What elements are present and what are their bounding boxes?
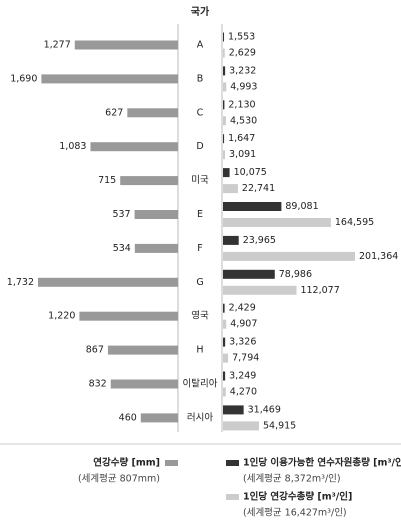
value-label: 3,091 bbox=[229, 149, 256, 160]
bar bbox=[41, 74, 178, 84]
value-label: 2,429 bbox=[229, 303, 256, 314]
bar bbox=[107, 345, 178, 355]
value-label: 1,690 bbox=[10, 73, 37, 84]
bar bbox=[223, 421, 259, 431]
category-label: G bbox=[196, 277, 203, 288]
legend-label: 1인당 연강수총량 [m³/인] bbox=[243, 491, 352, 503]
value-label: 3,326 bbox=[229, 337, 256, 348]
value-label: 537 bbox=[112, 209, 130, 220]
legend-swatch bbox=[226, 460, 239, 466]
bar bbox=[223, 48, 225, 58]
value-label: 89,081 bbox=[285, 201, 318, 212]
bar bbox=[223, 405, 244, 415]
bar bbox=[90, 142, 178, 152]
value-label: 112,077 bbox=[300, 285, 339, 296]
header: 국가 bbox=[191, 5, 210, 18]
bar bbox=[223, 285, 297, 295]
bar bbox=[223, 32, 225, 42]
bar bbox=[223, 269, 275, 279]
value-label: 2,629 bbox=[229, 48, 256, 59]
legend-note: (세계평균 16,427m³/인) bbox=[243, 507, 347, 519]
value-label: 23,965 bbox=[243, 235, 276, 246]
value-label: 2,130 bbox=[228, 99, 255, 110]
value-label: 10,075 bbox=[234, 167, 267, 178]
bar bbox=[223, 371, 226, 381]
value-label: 4,993 bbox=[230, 81, 257, 92]
bar bbox=[74, 40, 178, 50]
category-label: 미국 bbox=[191, 175, 209, 186]
bar bbox=[223, 235, 239, 245]
bar bbox=[223, 150, 226, 160]
legend-swatch bbox=[226, 494, 239, 500]
value-label: 22,741 bbox=[242, 183, 275, 194]
bar bbox=[223, 303, 225, 313]
category-label: A bbox=[197, 40, 204, 51]
value-label: 3,232 bbox=[229, 65, 256, 76]
value-label: 7,794 bbox=[232, 353, 259, 364]
bar bbox=[223, 100, 225, 110]
bar bbox=[223, 66, 226, 76]
value-label: 4,270 bbox=[230, 387, 257, 398]
bar bbox=[223, 168, 230, 178]
value-label: 534 bbox=[113, 243, 131, 254]
bar bbox=[223, 82, 227, 92]
value-label: 1,732 bbox=[7, 277, 34, 288]
bar bbox=[140, 413, 178, 423]
bar bbox=[134, 243, 178, 253]
value-label: 867 bbox=[86, 345, 104, 356]
value-label: 1,553 bbox=[228, 32, 255, 43]
legend-note: (세계평균 807mm) bbox=[78, 473, 160, 485]
bar bbox=[79, 311, 178, 321]
value-label: 715 bbox=[98, 175, 116, 186]
value-label: 164,595 bbox=[335, 217, 374, 228]
value-label: 1,220 bbox=[48, 311, 75, 322]
bar bbox=[38, 277, 178, 287]
category-label: B bbox=[197, 73, 204, 84]
bar bbox=[223, 251, 355, 261]
category-label: C bbox=[197, 107, 204, 118]
bar bbox=[223, 184, 238, 194]
value-label: 4,907 bbox=[230, 319, 257, 330]
bar bbox=[134, 210, 178, 219]
bar bbox=[110, 379, 178, 389]
bar bbox=[223, 337, 226, 347]
value-label: 78,986 bbox=[279, 269, 312, 280]
legend-label: 1인당 이용가능한 연수자원총량 [m³/인] bbox=[243, 457, 401, 469]
legend-label: 연강수량 [mm] bbox=[93, 457, 160, 469]
category-label: D bbox=[196, 141, 203, 152]
value-label: 1,083 bbox=[59, 141, 86, 152]
bar bbox=[223, 387, 226, 397]
bar bbox=[223, 134, 225, 144]
value-label: 3,249 bbox=[229, 371, 256, 382]
bar bbox=[120, 176, 178, 186]
value-label: 1,647 bbox=[228, 133, 255, 144]
value-label: 1,277 bbox=[44, 40, 71, 51]
legend-swatch bbox=[165, 460, 178, 466]
value-label: 54,915 bbox=[263, 420, 296, 431]
category-label: F bbox=[197, 243, 202, 254]
bar bbox=[223, 319, 227, 329]
value-label: 201,364 bbox=[359, 251, 398, 262]
bar bbox=[223, 202, 282, 211]
category-label: H bbox=[196, 345, 203, 356]
bar bbox=[223, 218, 331, 227]
category-label: 러시아 bbox=[187, 412, 213, 423]
value-label: 832 bbox=[89, 379, 107, 390]
value-label: 31,469 bbox=[248, 404, 281, 415]
category-label: 이탈리아 bbox=[183, 378, 218, 390]
category-label: 영국 bbox=[191, 311, 209, 322]
bar bbox=[223, 353, 229, 363]
category-label: E bbox=[197, 209, 203, 220]
value-label: 627 bbox=[105, 107, 123, 118]
bar bbox=[223, 116, 226, 126]
bar bbox=[127, 108, 178, 118]
legend-note: (세계평균 8,372m³/인) bbox=[243, 473, 341, 485]
value-label: 460 bbox=[119, 412, 137, 423]
value-label: 4,530 bbox=[230, 115, 257, 126]
